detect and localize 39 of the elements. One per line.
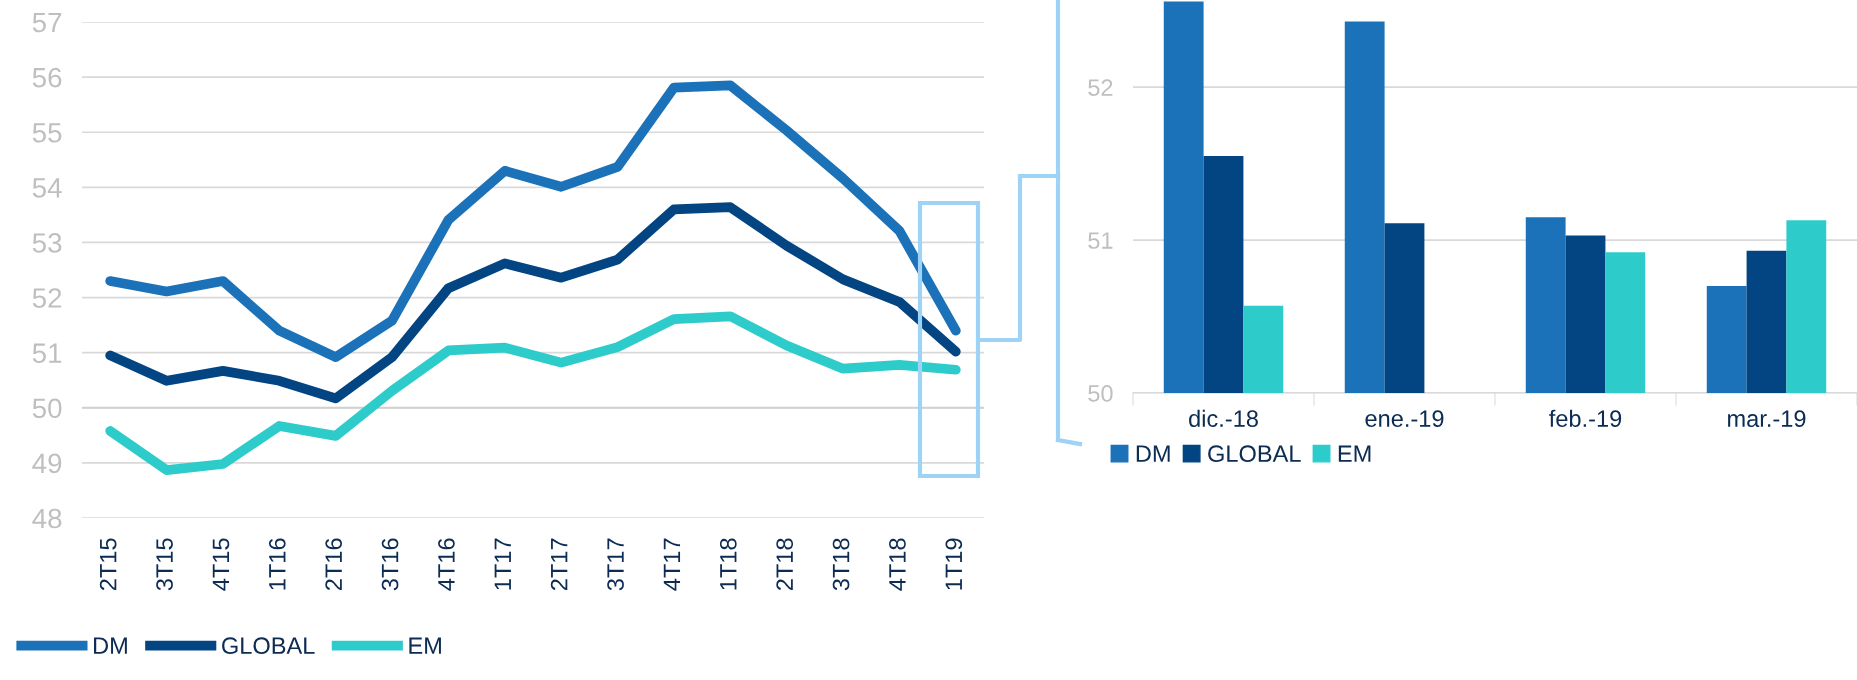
x-tick-label: 2T17 [550,538,568,591]
x-tick-label: 2T18 [776,538,794,591]
x-tick-label: 4T17 [663,538,681,591]
y-tick-label: 52 [1088,79,1113,96]
x-tick-label: 4T15 [212,538,230,591]
y-tick-label: 49 [32,453,62,474]
y-tick-label: 48 [32,508,62,529]
x-tick-label: 4T18 [889,538,906,591]
x-tick-label: dic.-18 [1189,409,1258,428]
x-tick-label: 1T16 [268,538,286,590]
y-tick-label: 54 [32,178,62,198]
x-tick-label: 2T16 [325,538,343,591]
legend-label: EM [409,637,441,654]
x-tick-label: 2T15 [99,538,117,591]
x-tick-label: ene.-19 [1365,410,1444,428]
legend-label: EM [1338,445,1371,462]
x-tick-label: 4T16 [438,538,455,591]
legend-label: GLOBAL [1208,445,1301,463]
y-tick-label: 50 [1088,385,1113,402]
x-tick-label: 3T18 [832,538,850,591]
x-tick-label: 1T18 [719,538,737,590]
y-tick-label: 52 [32,288,62,308]
legend-label: DM [94,637,127,654]
x-tick-label: 3T15 [156,538,173,591]
x-tick-label: 1T17 [494,538,511,590]
y-tick-label: 51 [1088,232,1113,249]
x-tick-label: 3T17 [607,538,624,591]
y-tick-label: 50 [32,398,62,419]
y-tick-label: 56 [32,67,62,88]
y-tick-label: 51 [32,343,62,364]
x-tick-label: mar.-19 [1728,410,1806,428]
y-tick-label: 53 [32,233,62,253]
x-tick-label: 3T16 [381,538,399,591]
x-tick-label: feb.-19 [1549,409,1622,428]
legend-label: GLOBAL [222,637,315,655]
y-tick-label: 55 [32,123,62,143]
x-tick-label: 1T19 [945,538,963,590]
legend-label: DM [1136,445,1170,462]
y-tick-label: 57 [32,12,62,33]
